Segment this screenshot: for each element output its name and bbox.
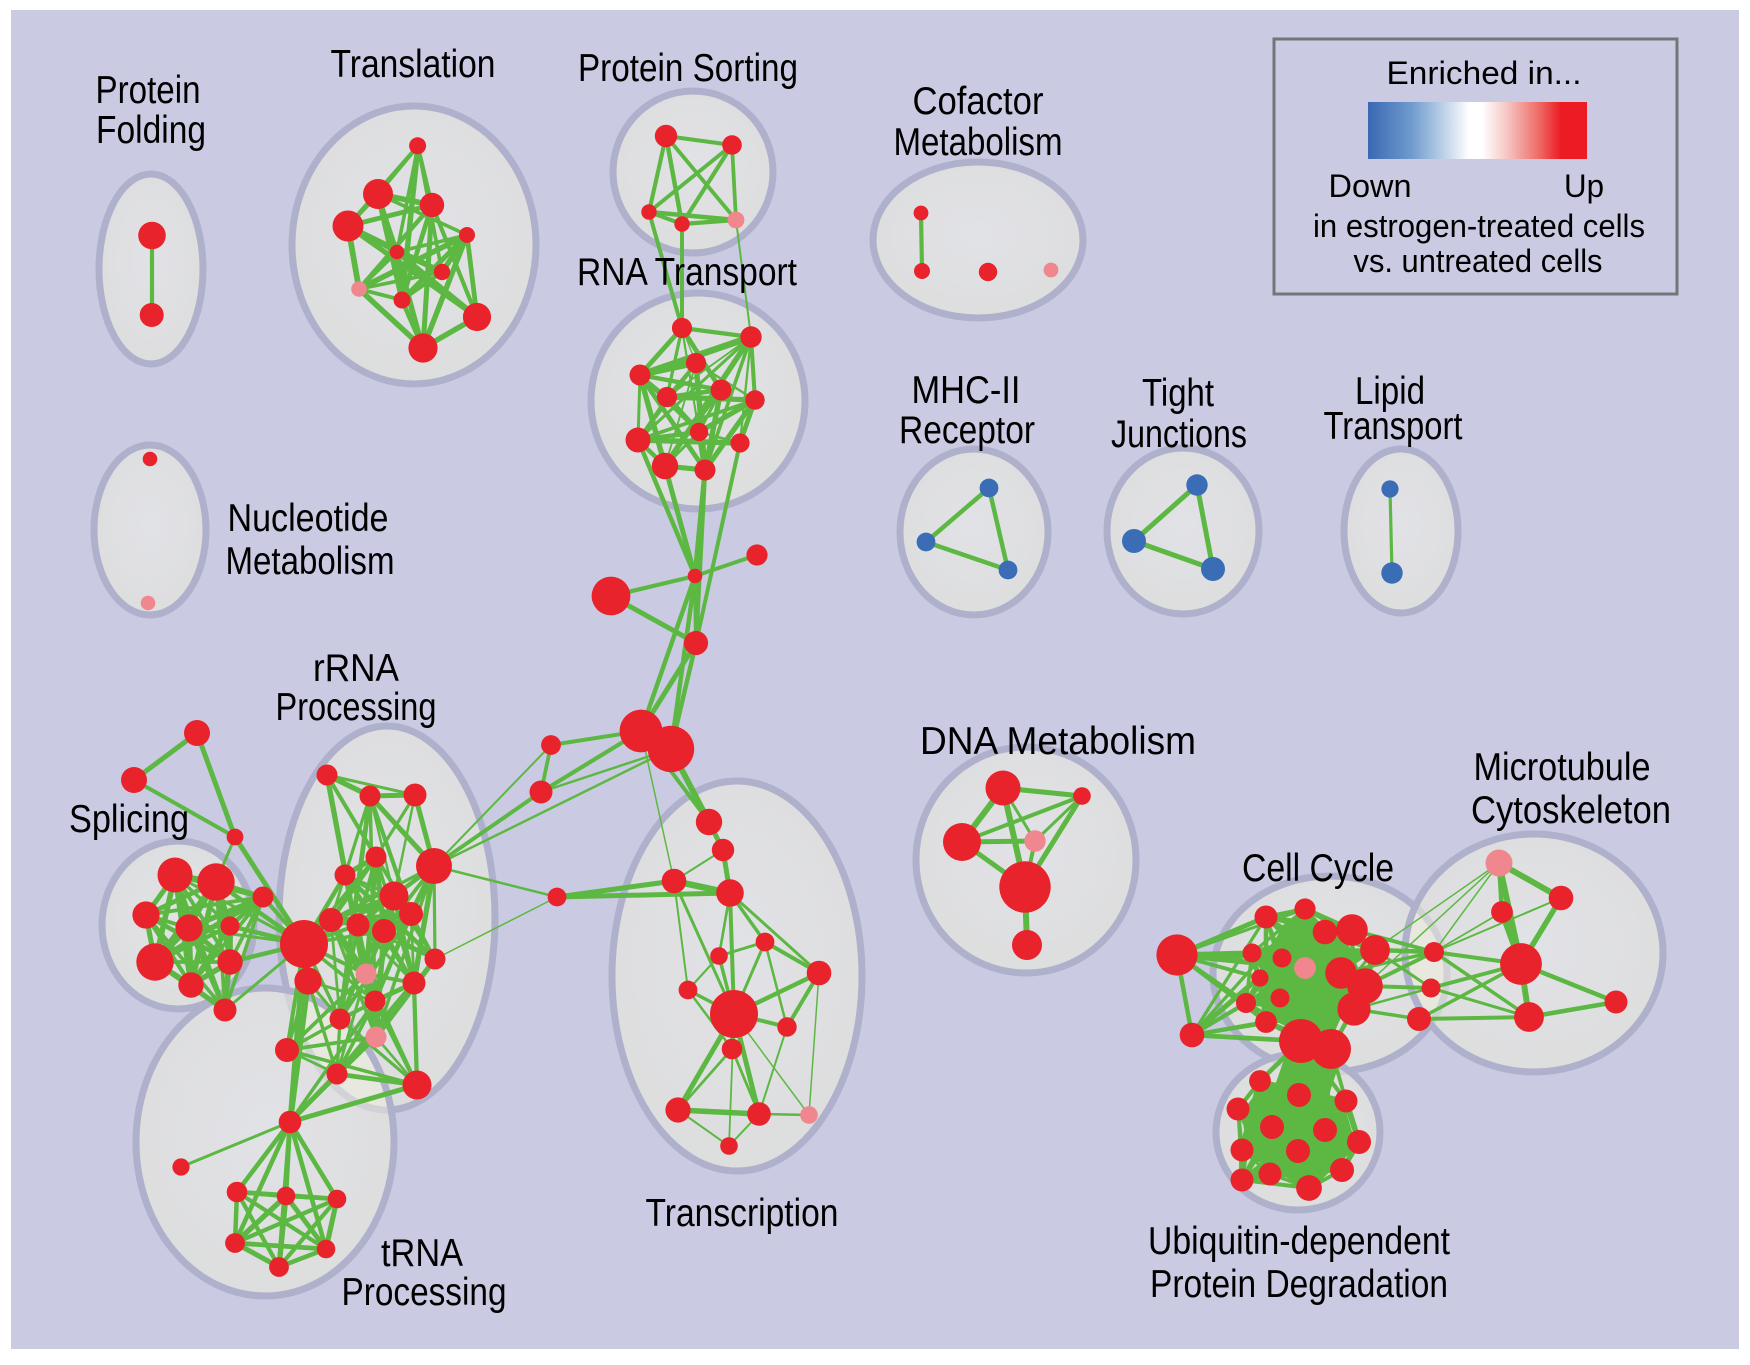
- svg-text:Microtubule: Microtubule: [1474, 746, 1651, 789]
- svg-text:RNA Transport: RNA Transport: [577, 251, 797, 294]
- svg-text:Tight: Tight: [1142, 372, 1214, 415]
- svg-text:Cytoskeleton: Cytoskeleton: [1471, 789, 1671, 832]
- svg-text:Protein Degradation: Protein Degradation: [1150, 1263, 1448, 1306]
- svg-text:Transport: Transport: [1324, 405, 1463, 448]
- svg-text:rRNA: rRNA: [313, 647, 399, 690]
- svg-text:Translation: Translation: [331, 43, 496, 86]
- svg-text:Splicing: Splicing: [69, 798, 189, 841]
- svg-text:Receptor: Receptor: [899, 409, 1035, 452]
- svg-text:Transcription: Transcription: [646, 1192, 839, 1235]
- svg-text:vs. untreated cells: vs. untreated cells: [1354, 243, 1603, 279]
- svg-text:Cofactor: Cofactor: [913, 80, 1044, 123]
- svg-text:Up: Up: [1564, 168, 1604, 204]
- svg-text:Metabolism: Metabolism: [894, 121, 1063, 164]
- svg-text:Down: Down: [1329, 168, 1412, 204]
- svg-text:tRNA: tRNA: [381, 1232, 463, 1275]
- svg-text:Lipid: Lipid: [1355, 370, 1425, 413]
- svg-text:Junctions: Junctions: [1111, 413, 1247, 456]
- svg-text:Protein: Protein: [96, 69, 201, 112]
- svg-text:Enriched in...: Enriched in...: [1387, 55, 1582, 91]
- svg-text:Protein Sorting: Protein Sorting: [578, 47, 798, 90]
- svg-text:in estrogen-treated cells: in estrogen-treated cells: [1313, 208, 1645, 244]
- svg-text:Processing: Processing: [276, 686, 437, 729]
- svg-text:Cell Cycle: Cell Cycle: [1242, 847, 1394, 890]
- svg-text:MHC-II: MHC-II: [912, 369, 1021, 412]
- svg-text:Nucleotide: Nucleotide: [228, 497, 389, 540]
- svg-text:Processing: Processing: [342, 1271, 507, 1314]
- svg-text:Ubiquitin-dependent: Ubiquitin-dependent: [1148, 1220, 1450, 1263]
- svg-text:Metabolism: Metabolism: [226, 540, 395, 583]
- svg-text:DNA Metabolism: DNA Metabolism: [920, 720, 1196, 763]
- svg-text:Folding: Folding: [96, 109, 206, 152]
